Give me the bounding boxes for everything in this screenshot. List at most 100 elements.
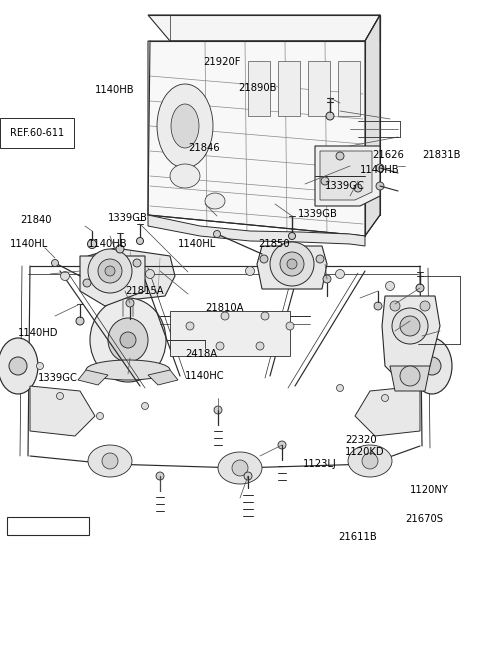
Text: 21810A: 21810A [205, 303, 243, 313]
Bar [248, 61, 270, 116]
Circle shape [133, 259, 141, 267]
Polygon shape [390, 366, 430, 391]
Circle shape [374, 302, 382, 310]
Circle shape [400, 366, 420, 386]
Circle shape [400, 316, 420, 336]
Text: 21840: 21840 [20, 215, 51, 225]
Ellipse shape [0, 338, 38, 394]
Text: 21890B: 21890B [238, 83, 276, 93]
Circle shape [245, 266, 254, 276]
Circle shape [116, 245, 124, 253]
Polygon shape [355, 386, 420, 436]
Circle shape [261, 312, 269, 320]
Polygon shape [148, 215, 365, 246]
Text: 22320: 22320 [345, 435, 377, 445]
Bar [170, 311, 290, 356]
Text: 21815A: 21815A [125, 286, 164, 296]
Text: 1120NY: 1120NY [410, 485, 449, 495]
Polygon shape [148, 370, 178, 385]
Circle shape [316, 255, 324, 263]
Circle shape [76, 317, 84, 325]
Text: 21850: 21850 [258, 239, 289, 249]
Bar [308, 61, 330, 116]
Circle shape [214, 406, 222, 414]
Polygon shape [80, 256, 145, 306]
Ellipse shape [170, 164, 200, 188]
Text: 2418A: 2418A [185, 349, 217, 359]
Circle shape [321, 177, 329, 185]
Circle shape [385, 281, 395, 291]
Circle shape [214, 230, 220, 237]
Text: 1120KD: 1120KD [345, 447, 384, 457]
Text: 21920F: 21920F [203, 57, 240, 67]
Polygon shape [88, 248, 175, 301]
Ellipse shape [86, 360, 170, 380]
Text: 1339GC: 1339GC [325, 181, 365, 191]
Text: 21831B: 21831B [422, 150, 460, 160]
Text: 1140HB: 1140HB [88, 239, 128, 249]
Circle shape [278, 441, 286, 449]
Circle shape [36, 363, 44, 369]
Circle shape [105, 266, 115, 276]
Circle shape [416, 284, 424, 292]
Polygon shape [320, 151, 372, 200]
Circle shape [376, 164, 384, 172]
Circle shape [51, 260, 59, 266]
Circle shape [288, 232, 296, 239]
Text: 1339GC: 1339GC [38, 373, 78, 383]
FancyBboxPatch shape [7, 517, 89, 535]
Circle shape [136, 237, 144, 245]
Circle shape [60, 272, 70, 281]
Polygon shape [30, 386, 95, 436]
Ellipse shape [171, 104, 199, 148]
Circle shape [270, 242, 314, 286]
Text: 21611B: 21611B [338, 532, 377, 542]
Circle shape [232, 460, 248, 476]
Circle shape [423, 357, 441, 375]
Polygon shape [365, 15, 380, 236]
Circle shape [420, 301, 430, 311]
Circle shape [336, 384, 344, 392]
Bar [338, 61, 360, 116]
Text: 1140HB: 1140HB [360, 165, 400, 175]
Circle shape [286, 322, 294, 330]
Text: 1140HD: 1140HD [18, 328, 59, 338]
Ellipse shape [90, 298, 166, 382]
Circle shape [362, 453, 378, 469]
Text: 1140HC: 1140HC [185, 371, 225, 381]
Text: 21626: 21626 [372, 150, 404, 160]
Circle shape [87, 239, 96, 249]
Text: 1123LJ: 1123LJ [303, 459, 337, 469]
Ellipse shape [348, 445, 392, 477]
Circle shape [126, 299, 134, 307]
Circle shape [354, 184, 362, 192]
Circle shape [88, 249, 132, 293]
Circle shape [326, 112, 334, 120]
Ellipse shape [412, 338, 452, 394]
Polygon shape [78, 370, 108, 385]
Circle shape [260, 255, 268, 263]
Circle shape [256, 342, 264, 350]
Polygon shape [257, 246, 327, 289]
Circle shape [336, 270, 345, 279]
Circle shape [244, 472, 252, 480]
Text: 1140HB: 1140HB [95, 85, 134, 95]
Ellipse shape [88, 445, 132, 477]
Polygon shape [382, 296, 440, 386]
Ellipse shape [157, 84, 213, 168]
Circle shape [382, 394, 388, 401]
Ellipse shape [218, 452, 262, 484]
Circle shape [280, 252, 304, 276]
Circle shape [323, 275, 331, 283]
Circle shape [96, 413, 104, 419]
Circle shape [156, 472, 164, 480]
Polygon shape [148, 15, 380, 41]
Bar [278, 61, 300, 116]
Circle shape [145, 270, 155, 279]
Circle shape [336, 152, 344, 160]
Polygon shape [315, 146, 380, 206]
Text: 21670S: 21670S [405, 514, 443, 524]
Circle shape [287, 259, 297, 269]
Circle shape [186, 322, 194, 330]
Ellipse shape [205, 193, 225, 209]
